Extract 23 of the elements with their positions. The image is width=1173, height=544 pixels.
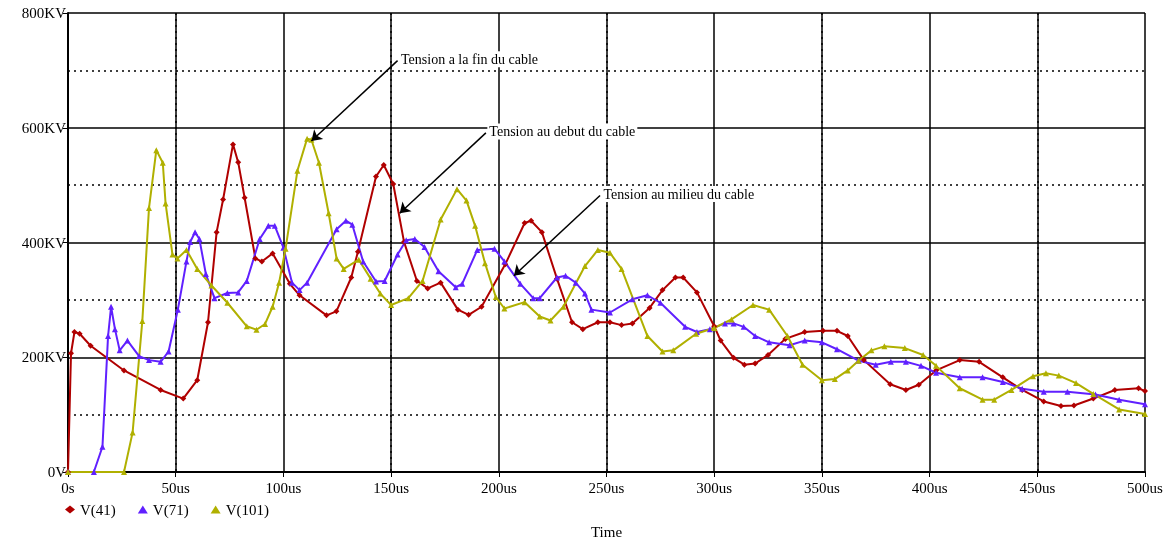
legend-label: V(101) <box>225 501 269 519</box>
x-tick-label: 50us <box>161 479 191 496</box>
y-tick-label: 800KV <box>21 5 67 21</box>
x-tick-label: 450us <box>1019 479 1056 496</box>
y-tick-label: 400KV <box>21 234 67 251</box>
annotation: Tension au milieu du cable <box>603 186 755 202</box>
x-tick-label: 500us <box>1127 479 1164 496</box>
y-tick-label: 600KV <box>21 119 67 136</box>
annotation: Tension a la fin du cable <box>401 51 539 67</box>
x-tick-label: 350us <box>803 479 840 496</box>
legend-label: V(41) <box>80 501 116 519</box>
x-axis-title: Time <box>590 523 623 540</box>
y-tick-label: 200KV <box>21 349 67 366</box>
x-tick-label: 400us <box>911 479 948 496</box>
legend-label: V(71) <box>152 501 189 519</box>
x-tick-label: 0s <box>61 479 75 496</box>
x-tick-label: 100us <box>265 479 302 496</box>
x-tick-label: 250us <box>588 479 625 496</box>
y-tick-label: 0V <box>47 464 67 480</box>
x-tick-label: 150us <box>373 479 410 496</box>
x-tick-label: 300us <box>696 479 733 496</box>
x-tick-label: 200us <box>480 479 517 496</box>
annotation: Tension au debut du cable <box>489 124 636 140</box>
